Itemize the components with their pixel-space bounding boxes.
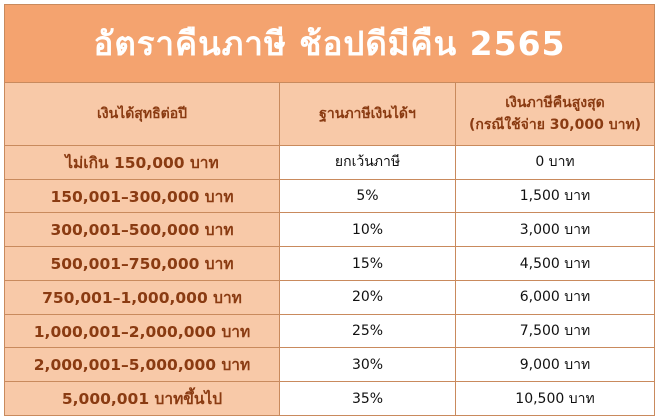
income-cell: 300,001–500,000 บาท (4, 212, 280, 248)
income-cell: 2,000,001–5,000,000 บาท (4, 347, 280, 383)
income-cell: 750,001–1,000,000 บาท (4, 279, 280, 315)
refund-cell: 0 บาท (454, 145, 656, 180)
refund-cell: 9,000 บาท (454, 347, 656, 383)
income-cell: 150,001–300,000 บาท (4, 178, 280, 214)
income-cell: ไม่เกิน 150,000 บาท (4, 145, 280, 180)
rate-cell: 10% (279, 212, 456, 248)
rate-cell: 20% (279, 279, 456, 315)
rate-cell: 15% (279, 246, 456, 281)
rate-cell: 5% (279, 178, 456, 214)
table-row: 300,001–500,000 บาท 10% 3,000 บาท (4, 212, 656, 248)
title-row: อัตราคืนภาษี ช้อปดีมีคืน 2565 (3, 4, 656, 83)
table-row: 150,001–300,000 บาท 5% 1,500 บาท (4, 178, 656, 214)
table-title: อัตราคืนภาษี ช้อปดีมีคืน 2565 (3, 4, 656, 83)
table-row: 5,000,001 บาทขึ้นไป 35% 10,500 บาท (4, 381, 656, 416)
table-row: ไม่เกิน 150,000 บาท ยกเว้นภาษี 0 บาท (4, 145, 656, 180)
header-row: เงินได้สุทธิต่อปี ฐานภาษีเงินได้ฯ เงินภา… (4, 81, 656, 147)
income-cell: 1,000,001–2,000,000 บาท (4, 313, 280, 349)
header-rate: ฐานภาษีเงินได้ฯ (279, 81, 456, 147)
table-row: 1,000,001–2,000,000 บาท 25% 7,500 บาท (4, 313, 656, 349)
header-refund-line1: เงินภาษีคืนสูงสุด (505, 94, 605, 111)
table-row: 2,000,001–5,000,000 บาท 30% 9,000 บาท (4, 347, 656, 383)
income-cell: 5,000,001 บาทขึ้นไป (4, 381, 280, 416)
header-refund-line2: (กรณีใช้จ่าย 30,000 บาท) (468, 116, 642, 133)
table-body: ไม่เกิน 150,000 บาท ยกเว้นภาษี 0 บาท 150… (4, 145, 656, 416)
rate-cell: ยกเว้นภาษี (279, 145, 456, 180)
rate-cell: 25% (279, 313, 456, 349)
header-refund: เงินภาษีคืนสูงสุด (กรณีใช้จ่าย 30,000 บา… (454, 81, 656, 147)
rate-cell: 35% (279, 381, 456, 416)
refund-cell: 10,500 บาท (454, 381, 656, 416)
refund-cell: 3,000 บาท (454, 212, 656, 248)
table-row: 500,001–750,000 บาท 15% 4,500 บาท (4, 246, 656, 281)
refund-cell: 4,500 บาท (454, 246, 656, 281)
rate-cell: 30% (279, 347, 456, 383)
income-cell: 500,001–750,000 บาท (4, 246, 280, 281)
refund-cell: 1,500 บาท (454, 178, 656, 214)
refund-cell: 6,000 บาท (454, 279, 656, 315)
refund-cell: 7,500 บาท (454, 313, 656, 349)
tax-refund-table: อัตราคืนภาษี ช้อปดีมีคืน 2565 เงินได้สุท… (3, 4, 656, 416)
table-row: 750,001–1,000,000 บาท 20% 6,000 บาท (4, 279, 656, 315)
header-income: เงินได้สุทธิต่อปี (4, 81, 280, 147)
